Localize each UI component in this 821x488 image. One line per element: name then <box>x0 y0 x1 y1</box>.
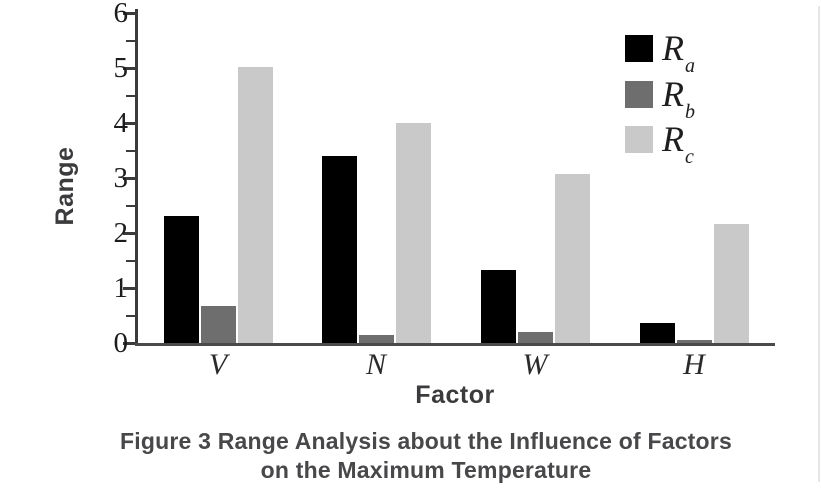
bar-Ra-H <box>640 323 675 343</box>
y-tick-minor <box>126 259 135 262</box>
x-category-label-W: W <box>522 348 548 381</box>
page-edge-artifact <box>818 6 820 482</box>
y-tick-label: 2 <box>113 217 129 249</box>
y-tick-minor <box>126 204 135 207</box>
y-tick-label: 3 <box>113 162 129 194</box>
legend-label-Rb: Rb <box>662 74 742 122</box>
bar-Rc-N <box>396 123 431 343</box>
bar-Rc-W <box>555 174 590 343</box>
x-axis-line <box>135 343 775 346</box>
y-tick-minor <box>126 94 135 97</box>
y-tick-label: 1 <box>113 272 129 304</box>
bar-Ra-N <box>322 156 357 343</box>
y-tick-label: 5 <box>113 52 129 84</box>
y-tick-major <box>123 287 135 290</box>
y-tick-major <box>123 67 135 70</box>
legend-label-base: R <box>662 119 684 159</box>
y-axis-line <box>135 9 138 346</box>
legend-swatch-Rc <box>625 126 653 153</box>
y-tick-label: 0 <box>113 327 129 359</box>
figure-caption-line-1: Figure 3 Range Analysis about the Influe… <box>120 428 732 454</box>
y-tick-label: 4 <box>113 107 129 139</box>
legend-swatch-Ra <box>625 35 653 62</box>
y-tick-major <box>123 12 135 15</box>
y-tick-label: 6 <box>113 0 129 29</box>
bar-Ra-V <box>164 216 199 343</box>
bar-Rb-H <box>677 340 712 343</box>
y-tick-major <box>123 177 135 180</box>
legend-label-subscript: a <box>685 55 695 78</box>
bar-Rc-H <box>714 224 749 343</box>
legend-label-Rc: Rc <box>662 119 742 167</box>
bar-Rb-N <box>359 335 394 343</box>
legend-label-subscript: c <box>685 146 694 169</box>
y-tick-major <box>123 122 135 125</box>
figure-caption-line-2: on the Maximum Temperature <box>260 457 592 483</box>
legend-swatch-Rb <box>625 81 653 108</box>
y-tick-major <box>123 342 135 345</box>
y-tick-major <box>123 232 135 235</box>
figure-caption: Figure 3 Range Analysis about the Influe… <box>30 427 821 485</box>
x-axis-title: Factor <box>415 381 495 409</box>
bar-Rb-W <box>518 332 553 343</box>
x-category-label-N: N <box>365 348 386 381</box>
legend-label-subscript: b <box>685 101 695 124</box>
y-tick-minor <box>126 314 135 317</box>
bar-Rc-V <box>238 67 273 343</box>
bar-Rb-V <box>201 306 236 343</box>
legend-label-base: R <box>662 74 684 114</box>
bar-Ra-W <box>481 270 516 343</box>
legend-label-base: R <box>662 28 684 68</box>
x-category-label-V: V <box>208 348 228 381</box>
y-tick-minor <box>126 149 135 152</box>
legend-label-Ra: Ra <box>662 28 742 76</box>
x-category-label-H: H <box>683 348 705 381</box>
y-tick-minor <box>126 39 135 42</box>
